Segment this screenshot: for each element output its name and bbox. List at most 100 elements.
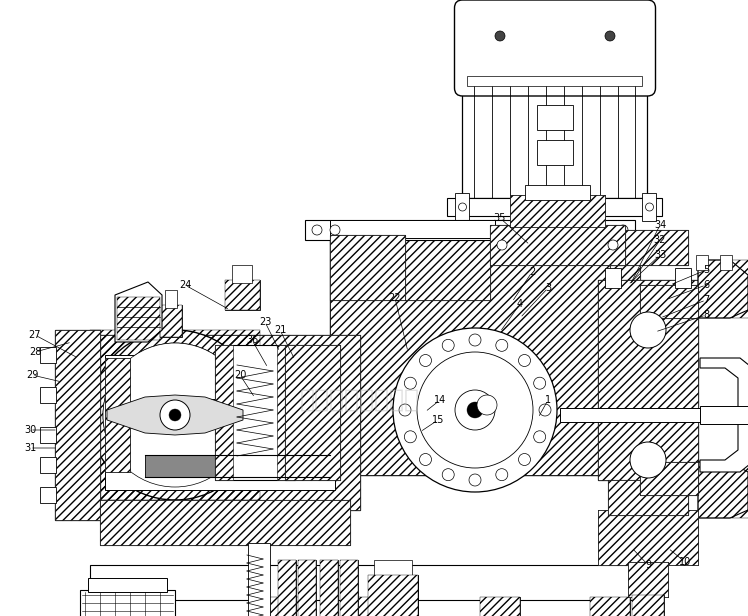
Polygon shape: [698, 462, 748, 518]
Bar: [628, 562, 668, 597]
Text: 8: 8: [703, 310, 709, 320]
Circle shape: [496, 469, 508, 480]
Bar: [696, 255, 708, 270]
Bar: [100, 500, 350, 545]
Circle shape: [467, 402, 483, 418]
Circle shape: [477, 395, 497, 415]
Bar: [90, 330, 260, 500]
Bar: [608, 480, 688, 515]
Bar: [40, 347, 56, 363]
Text: 州市冠法阀门公司: 州市冠法阀门公司: [300, 388, 420, 412]
Circle shape: [330, 225, 340, 235]
Text: 31: 31: [24, 443, 36, 453]
Circle shape: [103, 343, 247, 487]
Text: 30: 30: [24, 425, 36, 435]
Text: 33: 33: [654, 250, 666, 260]
Circle shape: [518, 453, 530, 466]
Circle shape: [518, 354, 530, 367]
Polygon shape: [107, 395, 243, 435]
Text: 23: 23: [259, 317, 272, 327]
Bar: [260, 597, 300, 616]
Circle shape: [405, 431, 417, 443]
Bar: [40, 487, 56, 503]
Text: 21: 21: [274, 325, 286, 335]
Bar: [640, 285, 698, 318]
Bar: [605, 268, 621, 288]
Bar: [232, 265, 252, 283]
Bar: [330, 235, 405, 300]
Bar: [160, 305, 182, 337]
Bar: [165, 290, 177, 308]
Text: 7: 7: [703, 295, 709, 305]
Text: 1: 1: [545, 395, 551, 405]
Bar: [285, 345, 340, 480]
Text: 5: 5: [703, 265, 709, 275]
Bar: [355, 597, 395, 616]
Bar: [277, 345, 295, 480]
FancyBboxPatch shape: [455, 0, 655, 96]
Bar: [225, 280, 260, 310]
Bar: [90, 565, 650, 600]
Bar: [340, 560, 358, 616]
Bar: [145, 455, 330, 477]
Text: 15: 15: [432, 415, 444, 425]
Text: 36: 36: [246, 335, 258, 345]
Bar: [117, 297, 160, 340]
Polygon shape: [405, 235, 490, 300]
Circle shape: [618, 225, 628, 235]
Bar: [40, 427, 56, 443]
Bar: [560, 408, 705, 422]
Bar: [55, 330, 100, 520]
Bar: [462, 83, 648, 198]
Bar: [675, 268, 691, 288]
Bar: [105, 355, 335, 490]
Bar: [330, 235, 405, 300]
Bar: [490, 225, 625, 265]
Bar: [140, 399, 340, 415]
Circle shape: [605, 31, 615, 41]
Bar: [330, 220, 495, 238]
Circle shape: [405, 377, 417, 389]
Bar: [598, 280, 698, 480]
Bar: [105, 358, 130, 472]
Bar: [590, 597, 630, 616]
Text: 9: 9: [645, 560, 651, 570]
Bar: [90, 335, 360, 510]
Bar: [480, 597, 520, 616]
Circle shape: [393, 328, 557, 492]
Circle shape: [169, 409, 181, 421]
Bar: [298, 560, 316, 616]
Bar: [700, 406, 748, 424]
Bar: [320, 560, 338, 616]
Bar: [278, 560, 296, 616]
Text: 32: 32: [654, 235, 666, 245]
Polygon shape: [640, 285, 698, 318]
Bar: [248, 543, 270, 616]
Bar: [330, 225, 610, 475]
Bar: [598, 510, 698, 565]
Bar: [537, 105, 573, 130]
Bar: [368, 575, 418, 616]
Circle shape: [417, 352, 533, 468]
Text: 3: 3: [545, 283, 551, 293]
Text: 34: 34: [654, 220, 666, 230]
Bar: [608, 230, 688, 265]
Circle shape: [160, 400, 190, 430]
Bar: [285, 345, 340, 480]
Polygon shape: [115, 282, 162, 342]
Bar: [374, 560, 412, 578]
Bar: [215, 345, 233, 480]
Bar: [88, 578, 167, 592]
Circle shape: [442, 339, 454, 351]
Bar: [628, 562, 668, 597]
Circle shape: [608, 240, 618, 250]
Text: 27: 27: [28, 330, 41, 340]
Bar: [320, 560, 338, 616]
Bar: [632, 595, 664, 616]
Bar: [698, 260, 748, 318]
Circle shape: [420, 453, 432, 466]
Text: 4: 4: [517, 299, 523, 309]
Bar: [215, 345, 295, 480]
Bar: [330, 225, 610, 475]
Circle shape: [533, 377, 546, 389]
